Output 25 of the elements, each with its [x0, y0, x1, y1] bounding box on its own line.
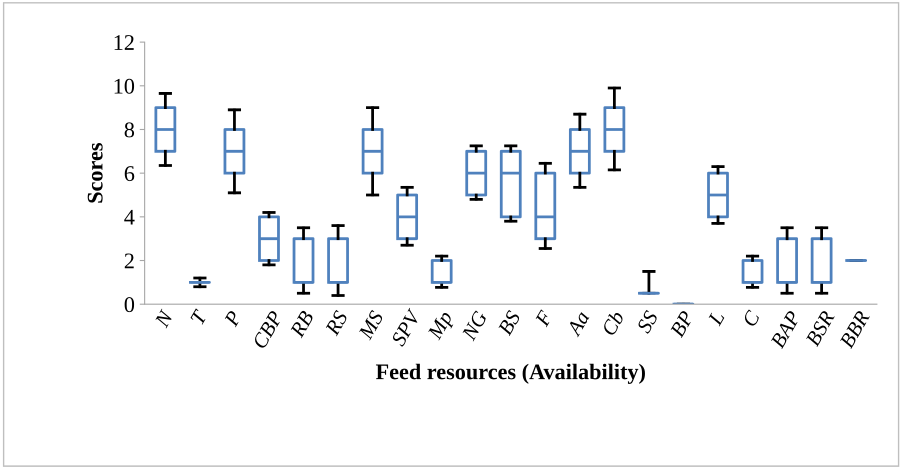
x-tick-label: RB [290, 310, 314, 338]
x-axis-title: Feed resources (Availability) [376, 364, 645, 384]
y-tick-label: 4 [124, 210, 135, 225]
y-tick-label: 2 [124, 254, 134, 268]
x-tick-label: Aa [566, 310, 590, 338]
x-tick-label: F [534, 309, 553, 328]
x-tick-label: RS [324, 310, 348, 337]
y-tick-label: 12 [114, 35, 134, 50]
x-tick-label: C [742, 309, 761, 328]
y-tick-label: 0 [124, 297, 134, 312]
x-tick-label: Mp [427, 310, 456, 343]
x-tick-label: MS [358, 310, 384, 341]
y-tick-label: 10 [114, 78, 134, 94]
y-tick-label: 8 [124, 122, 134, 138]
y-tick-label: 6 [124, 166, 134, 182]
x-tick-label: BS [497, 310, 521, 336]
x-tick-label: BP [670, 310, 694, 338]
x-tick-label: Cb [600, 310, 625, 336]
x-tick-label: L [708, 310, 725, 327]
y-axis-title: Scores [88, 143, 103, 203]
x-tick-label: SS [636, 310, 658, 334]
x-tick-label: N [154, 308, 174, 328]
x-tick-label: NG [461, 310, 488, 342]
x-tick-label: T [190, 308, 208, 326]
x-tick-label: P [224, 310, 242, 328]
